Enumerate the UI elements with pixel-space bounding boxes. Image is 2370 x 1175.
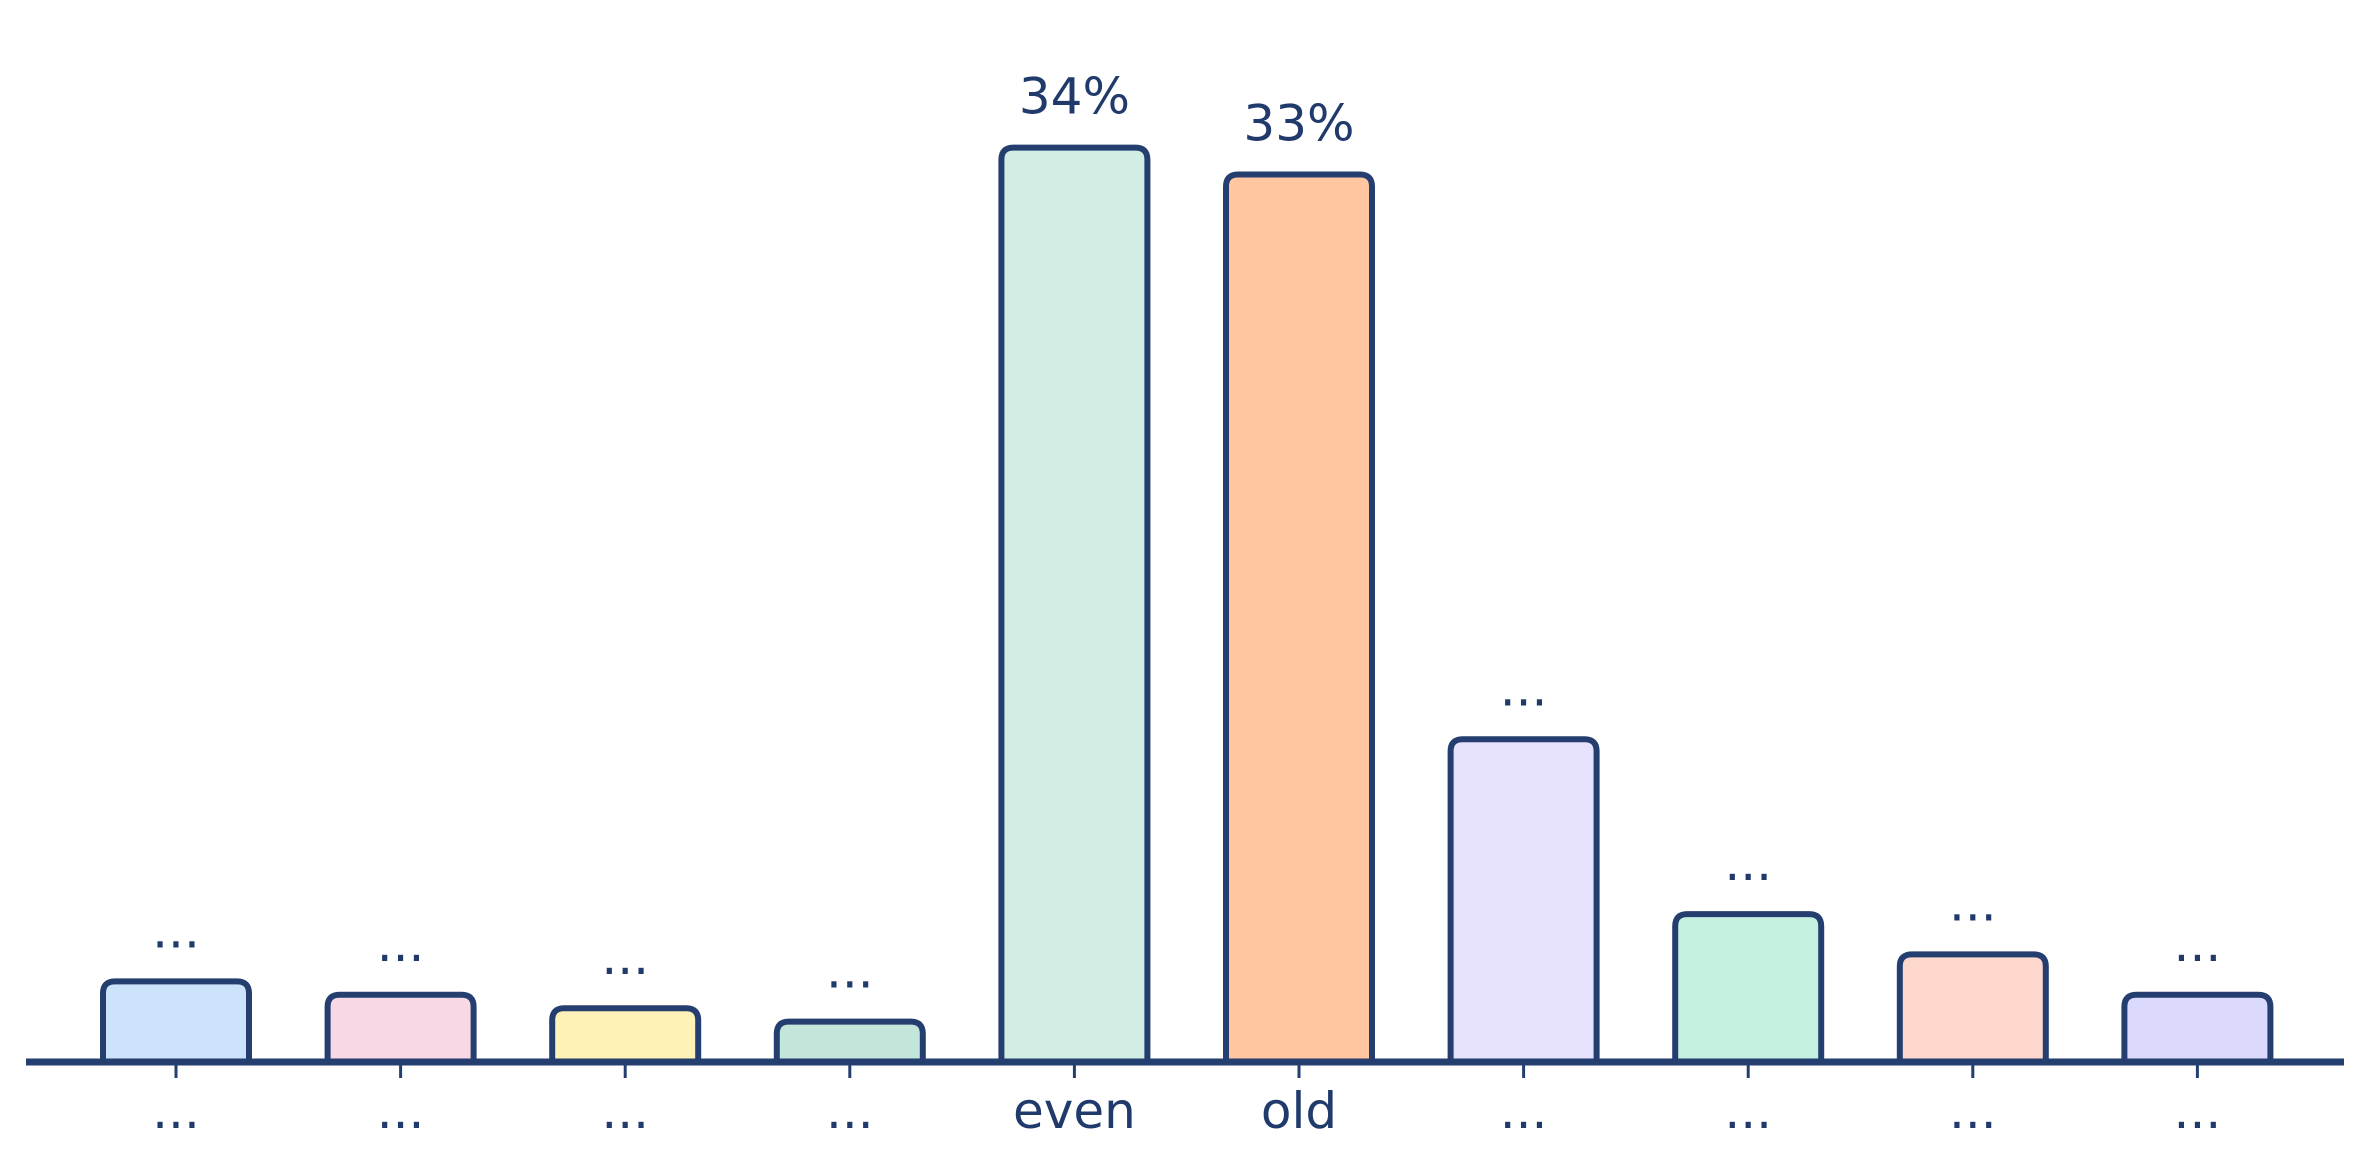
value-labels-layer: ......... ... 34% 33%............ (152, 68, 2221, 1000)
bar-5 (1223, 171, 1375, 1065)
x-tick-label-6: ... (1500, 1082, 1548, 1140)
x-tick-label-3: ... (826, 1082, 874, 1140)
value-label-9: ... (2174, 915, 2222, 973)
value-label-8: ... (1949, 874, 1997, 932)
bar-9 (2121, 991, 2274, 1065)
value-label-5: 33% (1243, 94, 1354, 152)
bar-6 (1447, 736, 1600, 1065)
bar-1 (324, 991, 477, 1065)
bar-4 (998, 144, 1151, 1065)
bar-0 (100, 978, 252, 1065)
x-tick-label-0: ... (152, 1082, 200, 1140)
value-label-4: 34% (1019, 68, 1130, 126)
value-label-6: ... (1500, 659, 1548, 717)
x-tick-label-2: ... (601, 1082, 649, 1140)
x-tick-label-4: even (1013, 1082, 1136, 1140)
x-tick-label-9: ... (2174, 1082, 2222, 1140)
x-tick-label-7: ... (1724, 1082, 1772, 1140)
value-label-0: ... (152, 901, 200, 959)
value-label-1: ... (377, 915, 425, 973)
x-tick-label-5: old (1261, 1082, 1337, 1140)
value-label-3: ... (826, 942, 874, 1000)
bar-8 (1896, 951, 2049, 1065)
x-tick-label-8: ... (1949, 1082, 1997, 1140)
bar-7 (1672, 911, 1825, 1065)
bar-3 (773, 1018, 926, 1065)
x-axis: ............ even old............ (26, 1058, 2344, 1140)
bar-2 (549, 1005, 702, 1065)
value-label-2: ... (601, 928, 649, 986)
bars-layer (100, 144, 2274, 1065)
value-label-7: ... (1724, 834, 1772, 892)
x-tick-label-1: ... (377, 1082, 425, 1140)
